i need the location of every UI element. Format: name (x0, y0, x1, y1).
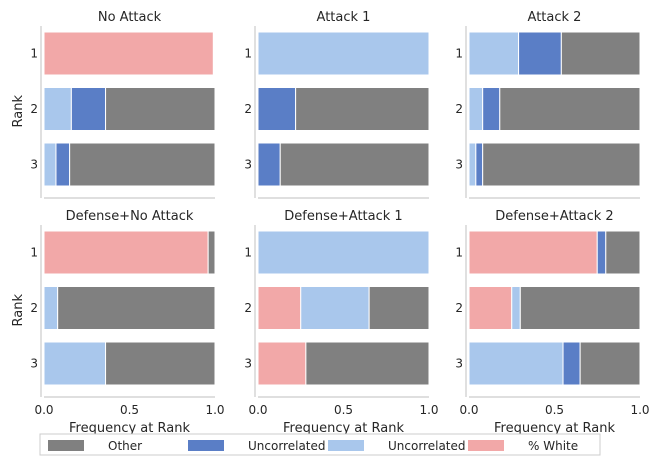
rank-tick-label: 3 (455, 357, 463, 371)
bar-segment (257, 87, 297, 131)
x-tick-label: 1.0 (630, 403, 649, 417)
rank-tick-label: 1 (30, 47, 38, 61)
bar-segment (560, 31, 641, 76)
bar-segment (519, 286, 641, 330)
y-axis-label: Rank (11, 294, 26, 327)
bar-segment (482, 87, 501, 131)
bar-segment (70, 87, 107, 131)
x-tick-label: 0.0 (459, 403, 478, 417)
x-axis-label: Frequency at Rank (494, 421, 615, 436)
x-tick-label: 0.5 (334, 403, 353, 417)
bar-segment (468, 341, 564, 386)
x-axis-label: Frequency at Rank (283, 421, 404, 436)
bar-segment (579, 341, 641, 386)
rank-tick-label: 2 (455, 102, 463, 116)
legend-label: Uncorrelated #2 (248, 439, 347, 453)
bar-segment (468, 142, 477, 187)
bar-segment (468, 87, 484, 131)
legend-label: Other (108, 439, 142, 453)
legend-frame (39, 433, 601, 456)
bar-segment (468, 286, 513, 330)
bar-segment (43, 31, 214, 76)
legend-swatch (48, 440, 84, 451)
bar-segment (69, 142, 216, 187)
rank-tick-label: 2 (244, 301, 252, 315)
bar-segment (257, 142, 281, 187)
bar-segment (43, 87, 72, 131)
rank-tick-label: 1 (244, 47, 252, 61)
bar-segment (596, 230, 607, 275)
panel: No Attack 1 2 3 Rank (11, 10, 216, 199)
bar-segment (295, 87, 430, 131)
x-tick-label: 1.0 (205, 403, 224, 417)
bar-segment (468, 31, 520, 76)
bar-segment (257, 286, 302, 330)
bar-segment (368, 286, 430, 330)
x-tick-label: 1.0 (419, 403, 438, 417)
bar-segment (55, 142, 71, 187)
bar-segment (499, 87, 641, 131)
legend-swatch (328, 440, 364, 451)
bar-segment (562, 341, 581, 386)
bar-segment (257, 341, 307, 386)
panel-title: Attack 2 (528, 10, 582, 25)
legend-swatch (468, 440, 504, 451)
rank-tick-label: 1 (455, 47, 463, 61)
rank-tick-label: 2 (244, 102, 252, 116)
rank-tick-label: 3 (455, 158, 463, 172)
panel-title: Defense+Attack 1 (284, 209, 402, 224)
rank-tick-label: 2 (30, 301, 38, 315)
rank-tick-label: 3 (30, 158, 38, 172)
rank-tick-label: 3 (244, 158, 252, 172)
legend-swatch (188, 440, 224, 451)
legend-label: Uncorrelated #1 (388, 439, 487, 453)
legend: Other Uncorrelated #2 Uncorrelated #1 % Whi… (39, 433, 601, 456)
bar-segment (605, 230, 641, 275)
bar-segment (43, 341, 107, 386)
panel: Defense+No Attack 1 2 3 Rank 0.0 0.5 1.0 Frequen… (11, 209, 225, 436)
bar-segment (482, 142, 641, 187)
bar-segment (300, 286, 370, 330)
bar-segment (105, 341, 216, 386)
panel-title: Defense+No Attack (66, 209, 194, 224)
x-axis-label: Frequency at Rank (69, 421, 190, 436)
rank-tick-label: 3 (30, 357, 38, 371)
panel: Defense+Attack 1 1 2 3 0.0 0.5 1.0 Frequency at… (244, 209, 438, 436)
x-tick-label: 0.5 (545, 403, 564, 417)
legend-label: % White (528, 439, 578, 453)
bar-segment (279, 142, 430, 187)
x-tick-label: 0.0 (34, 403, 53, 417)
panel: Attack 1 1 2 3 (244, 10, 430, 199)
y-axis-label: Rank (11, 95, 26, 128)
rank-tick-label: 1 (244, 246, 252, 260)
rank-tick-label: 2 (455, 301, 463, 315)
panel-title: Attack 1 (317, 10, 371, 25)
panel: Defense+Attack 2 1 2 3 0.0 0.5 1.0 Frequency at… (455, 209, 649, 436)
bar-segment (475, 142, 484, 187)
rank-tick-label: 1 (30, 246, 38, 260)
x-tick-label: 0.0 (248, 403, 267, 417)
x-tick-label: 0.5 (120, 403, 139, 417)
bar-segment (207, 230, 216, 275)
bar-segment (511, 286, 521, 330)
rank-tick-label: 2 (30, 102, 38, 116)
bar-segment (43, 286, 59, 330)
rank-tick-label: 3 (244, 357, 252, 371)
panel-title: Defense+Attack 2 (495, 209, 613, 224)
bar-segment (518, 31, 562, 76)
bar-segment (43, 230, 209, 275)
bar-segment (305, 341, 430, 386)
bar-segment (43, 142, 57, 187)
bar-segment (105, 87, 216, 131)
bar-segment (468, 230, 598, 275)
panel-title: No Attack (98, 10, 162, 25)
bar-segment (57, 286, 216, 330)
rank-tick-label: 1 (455, 246, 463, 260)
panel: Attack 2 1 2 3 (455, 10, 641, 199)
bar-segment (257, 230, 430, 275)
bar-segment (257, 31, 430, 76)
